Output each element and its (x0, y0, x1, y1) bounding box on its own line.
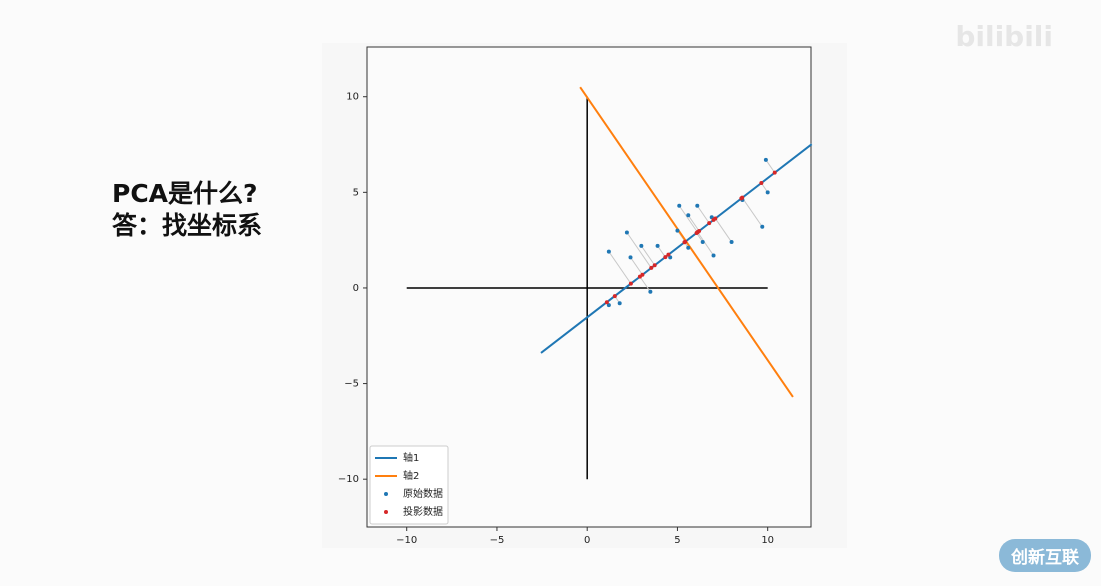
data-point (711, 253, 716, 258)
data-point (675, 228, 680, 233)
data-point (655, 243, 660, 248)
data-point (617, 301, 622, 306)
data-point (606, 303, 611, 308)
data-point (606, 249, 611, 254)
data-point (763, 157, 768, 162)
slide-text: PCA是什么? (112, 179, 258, 208)
projection-link (639, 276, 651, 293)
data-point (604, 300, 609, 305)
legend-swatch (384, 492, 388, 496)
data-point (663, 255, 668, 260)
data-point (713, 216, 718, 221)
y-tick-label: −10 (338, 474, 359, 485)
legend-label: 轴2 (403, 469, 419, 482)
data-point (695, 203, 700, 208)
slide-text: 答：找坐标系 (112, 211, 263, 240)
x-tick-label: 0 (584, 535, 590, 546)
projection-link (640, 245, 656, 266)
legend-label: 原始数据 (403, 487, 443, 500)
data-point (707, 221, 712, 226)
data-point (666, 252, 671, 257)
projection-link (765, 159, 776, 173)
logo: 创新互联 (999, 539, 1091, 572)
x-tick-label: −10 (396, 535, 417, 546)
data-point (760, 224, 765, 229)
axis-line (540, 143, 813, 354)
projection-link (741, 197, 763, 228)
projection-link (678, 205, 698, 233)
data-point (686, 245, 691, 250)
data-point (637, 274, 642, 279)
data-point (682, 240, 687, 245)
data-point (639, 243, 644, 248)
legend-label: 投影数据 (403, 505, 443, 518)
y-tick-label: −5 (344, 379, 359, 390)
data-point (652, 263, 657, 268)
y-tick-label: 0 (353, 283, 359, 294)
x-tick-label: 5 (674, 535, 680, 546)
data-point (729, 240, 734, 245)
data-point (772, 170, 777, 175)
projection-link (657, 245, 666, 258)
data-point (624, 230, 629, 235)
watermark: bilibili (955, 20, 1053, 53)
data-point (628, 281, 633, 286)
data-point (648, 289, 653, 294)
legend-box (369, 445, 449, 525)
projection-link (697, 231, 714, 256)
data-point (649, 265, 654, 270)
y-tick-label: 5 (353, 187, 359, 198)
projection-link (630, 257, 643, 276)
data-point (700, 240, 705, 245)
data-point (612, 294, 617, 299)
data-point (759, 181, 764, 186)
data-point (740, 195, 745, 200)
data-point (695, 230, 700, 235)
data-point (765, 190, 770, 195)
projection-link (696, 205, 710, 224)
x-tick-label: 10 (761, 535, 774, 546)
projection-link (714, 218, 732, 243)
projection-link (626, 232, 652, 269)
data-point (686, 213, 691, 218)
projection-link (687, 215, 700, 232)
legend-swatch (384, 510, 388, 514)
x-tick-label: −5 (490, 535, 505, 546)
data-point (628, 255, 633, 260)
legend-label: 轴1 (403, 451, 419, 464)
y-tick-label: 10 (346, 92, 359, 103)
data-point (677, 203, 682, 208)
projection-link (608, 251, 632, 284)
